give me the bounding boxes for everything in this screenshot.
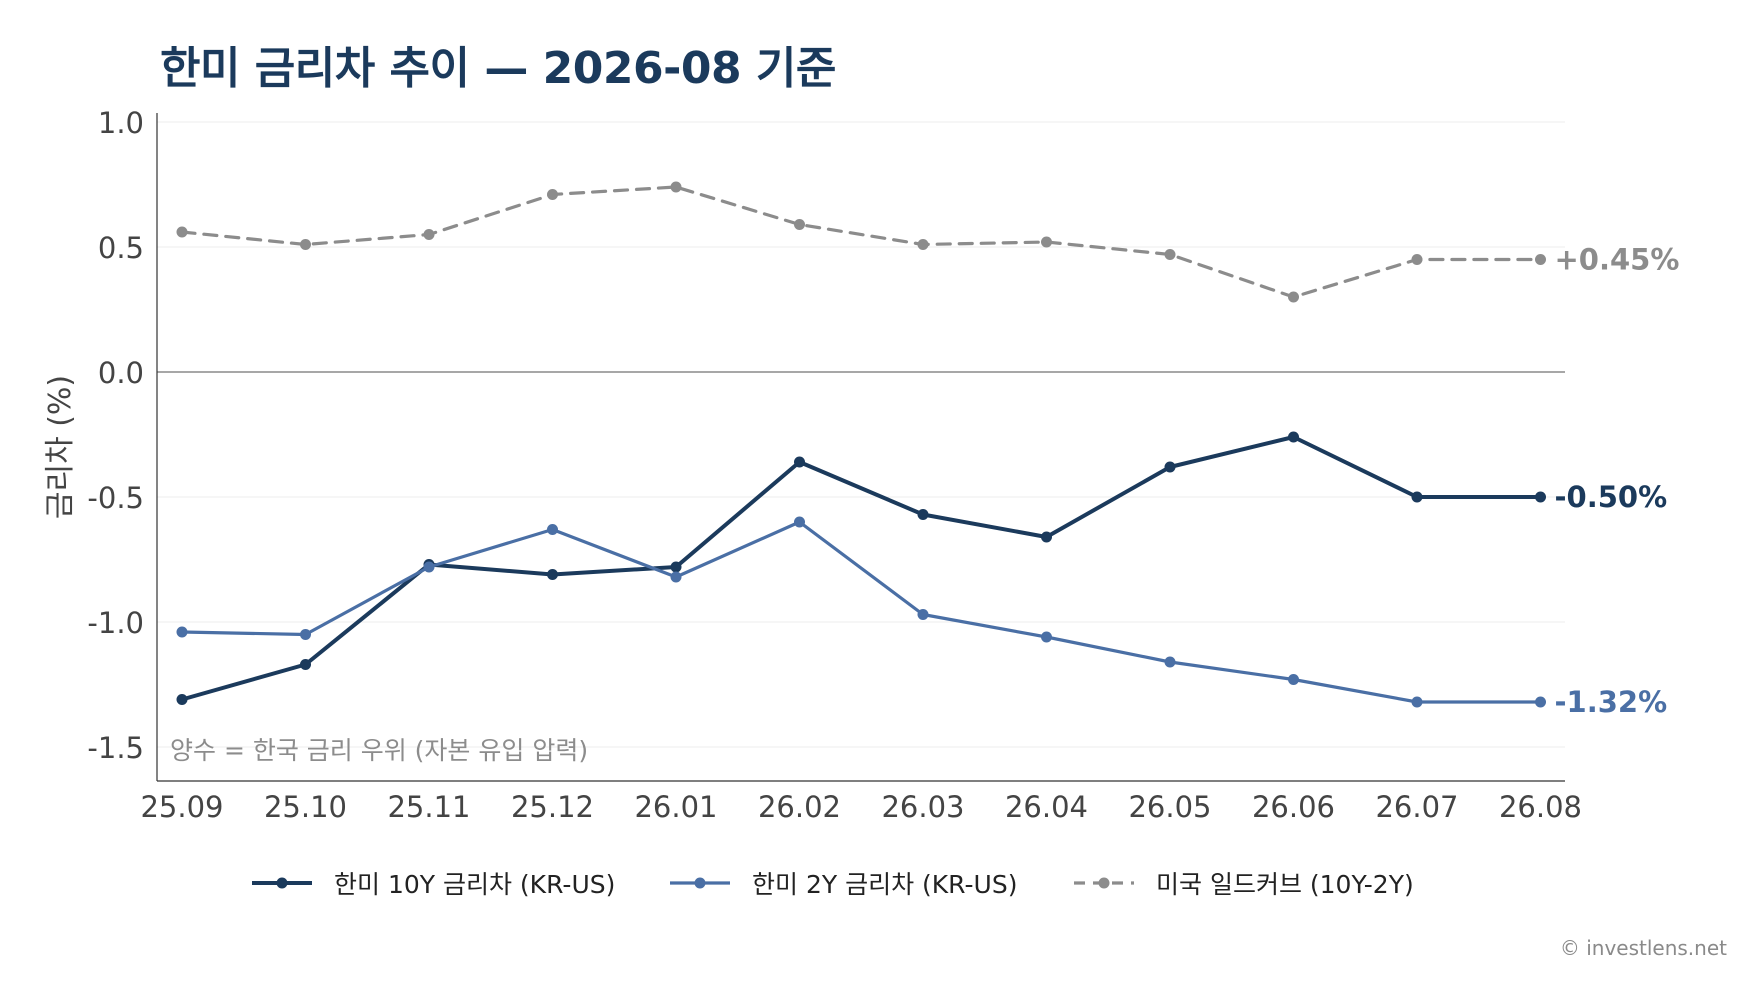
data-point [1164, 249, 1176, 260]
data-point [917, 239, 929, 250]
legend: 한미 10Y 금리차 (KR-US) 한미 2Y 금리차 (KR-US) 미국 일드… [0, 858, 1747, 908]
legend-item: 한미 2Y 금리차 (KR-US) [668, 858, 1017, 908]
series-line [180, 520, 1543, 704]
data-point [1288, 431, 1299, 443]
y-axis-title: 금리차 (%) [43, 375, 78, 519]
data-point [794, 456, 805, 468]
data-point [547, 189, 558, 200]
data-point [1535, 696, 1546, 708]
data-point [670, 181, 682, 193]
x-tick-label: 25.09 [140, 790, 223, 824]
data-point [1041, 236, 1052, 248]
data-point [1041, 531, 1052, 543]
gridlines [157, 121, 1565, 748]
data-point [1164, 461, 1176, 473]
data-point [547, 569, 558, 580]
series-line [180, 185, 1543, 299]
chart-title: 한미 금리차 추이 — 2026-08 기준 [160, 43, 836, 94]
legend-item: 미국 일드커브 (10Y-2Y) [1072, 858, 1414, 908]
data-point [1411, 696, 1423, 708]
data-point [917, 509, 929, 520]
x-tick-label: 26.05 [1128, 790, 1211, 824]
data-point [423, 229, 435, 240]
y-tick-label: 0.5 [98, 231, 144, 265]
y-tick-label: -0.5 [87, 481, 144, 515]
x-tick-label: 26.03 [881, 790, 964, 824]
data-point [670, 571, 682, 583]
data-point [423, 561, 435, 573]
data-point [547, 524, 558, 535]
x-tick-label: 25.11 [387, 790, 470, 824]
series-lines [176, 181, 1546, 708]
x-tick-label: 26.07 [1375, 790, 1458, 824]
legend-swatch [1074, 877, 1134, 889]
y-tick-label: -1.0 [87, 606, 144, 640]
series-end-label: -1.32% [1555, 685, 1668, 719]
legend-label: 한미 10Y 금리차 (KR-US) [334, 870, 616, 899]
data-point [1411, 254, 1423, 265]
legend-label: 한미 2Y 금리차 (KR-US) [752, 870, 1018, 899]
x-tick-label: 26.01 [634, 790, 717, 824]
legend-label: 미국 일드커브 (10Y-2Y) [1156, 870, 1414, 899]
annotation-text: 양수 = 한국 금리 우위 (자본 유입 압력) [170, 736, 588, 765]
data-point [300, 629, 311, 640]
watermark: © investlens.net [1559, 936, 1727, 960]
y-tick-label: 1.0 [98, 106, 144, 140]
data-point [176, 226, 188, 238]
data-point [794, 516, 805, 528]
axes: 1.0 0.5 0.0 -0.5 -1.0 -1.5 25.09 25.10 25.11 25.1… [43, 106, 1582, 824]
data-point [794, 219, 805, 230]
x-tick-label: 26.02 [758, 790, 841, 824]
data-point [1041, 631, 1052, 643]
series-end-label: +0.45% [1555, 243, 1680, 277]
chart-labels: 양수 = 한국 금리 우위 (자본 유입 압력) -0.50% -1.32% +0.4… [170, 243, 1679, 766]
legend-swatch-marker [694, 877, 706, 889]
data-point [1535, 254, 1546, 265]
data-point [300, 239, 311, 250]
data-point [176, 626, 188, 638]
x-tick-label: 25.10 [264, 790, 347, 824]
data-point [176, 694, 188, 705]
series-end-label: -0.50% [1555, 480, 1668, 514]
y-tick-label: -1.5 [87, 731, 144, 765]
data-point [1288, 291, 1299, 303]
data-point [1535, 491, 1546, 503]
data-point [917, 609, 929, 620]
legend-swatch-marker [1098, 877, 1110, 889]
data-point [1288, 674, 1299, 685]
data-point [300, 659, 311, 670]
y-tick-label: 0.0 [98, 356, 144, 390]
legend-item: 한미 10Y 금리차 (KR-US) [250, 858, 615, 908]
data-point [670, 561, 682, 573]
legend-swatch [670, 877, 730, 889]
legend-swatch-marker [276, 877, 288, 889]
x-tick-label: 25.12 [511, 790, 594, 824]
x-tick-label: 26.08 [1499, 790, 1582, 824]
x-tick-label: 26.04 [1005, 790, 1088, 824]
legend-swatch [252, 877, 312, 889]
series-line [180, 435, 1543, 702]
x-tick-label: 26.06 [1252, 790, 1335, 824]
data-point [1411, 491, 1423, 503]
data-point [1164, 656, 1176, 668]
